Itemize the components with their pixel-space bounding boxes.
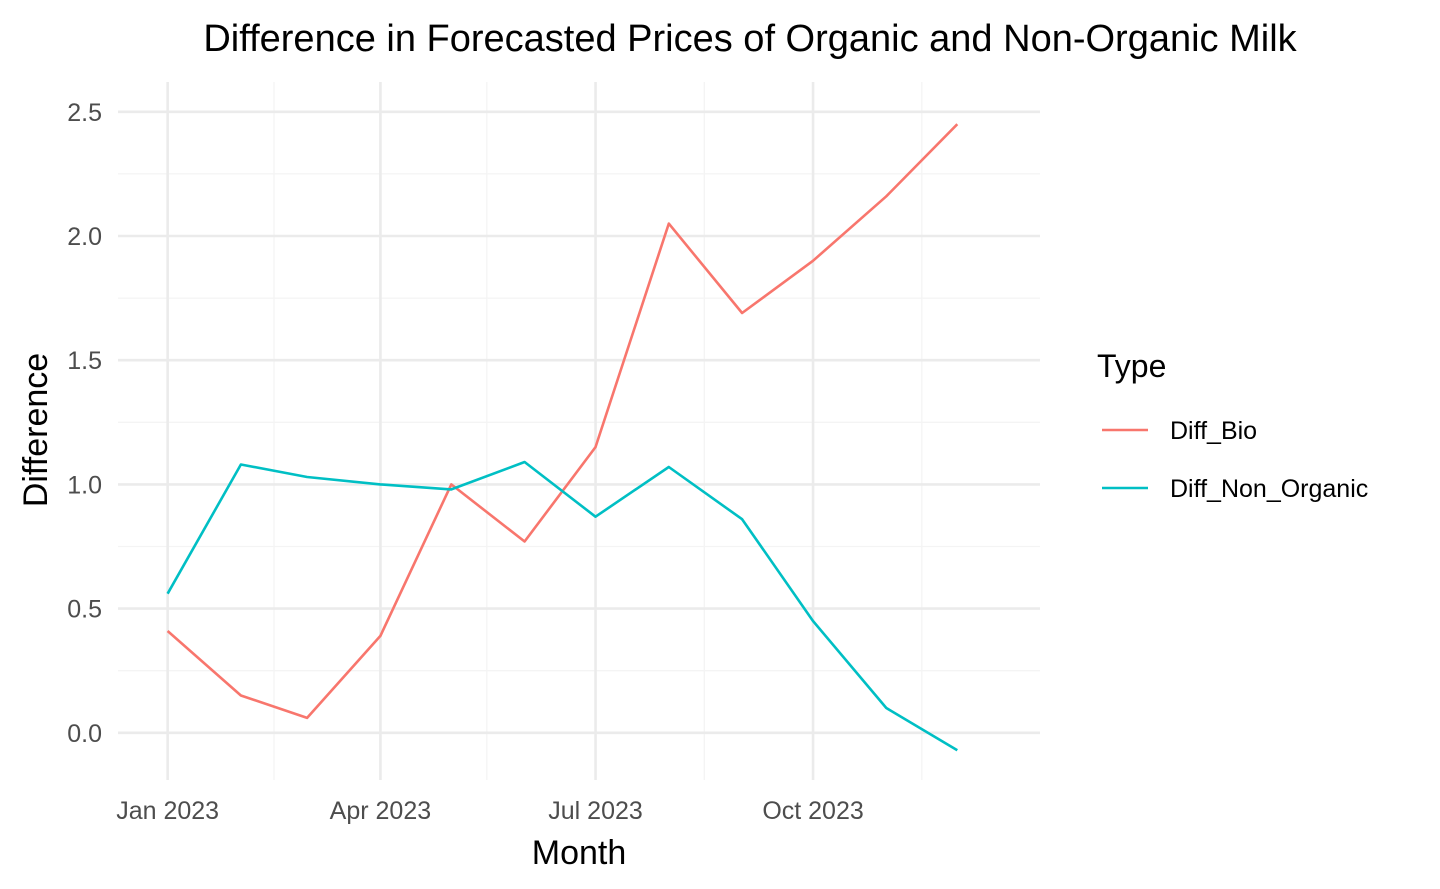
x-axis-title: Month — [532, 834, 627, 872]
x-tick-labels: Jan 2023 Apr 2023 Jul 2023 Oct 2023 — [116, 797, 864, 825]
y-tick-label: 2.0 — [67, 223, 102, 251]
y-tick-labels: 0.0 0.5 1.0 1.5 2.0 2.5 — [67, 99, 102, 748]
series-lines — [166, 123, 959, 752]
x-tick-label: Apr 2023 — [330, 797, 431, 825]
series-line-diff-non-organic — [166, 460, 958, 752]
x-tick-label: Jan 2023 — [116, 797, 219, 825]
legend-label-diff-non-organic: Diff_Non_Organic — [1170, 475, 1368, 503]
series-line-diff-bio — [166, 123, 959, 720]
grid — [118, 82, 1040, 780]
legend: Type Diff_Bio Diff_Non_Organic — [1097, 348, 1368, 503]
y-tick-label: 1.0 — [67, 471, 102, 499]
y-tick-label: 2.5 — [67, 99, 102, 127]
y-tick-label: 1.5 — [67, 347, 102, 375]
x-tick-label: Oct 2023 — [762, 797, 863, 825]
legend-title: Type — [1097, 348, 1166, 384]
legend-items: Diff_Bio Diff_Non_Organic — [1102, 417, 1368, 503]
legend-label-diff-bio: Diff_Bio — [1170, 417, 1257, 445]
chart-title: Difference in Forecasted Prices of Organ… — [203, 18, 1297, 60]
y-axis-title: Difference — [17, 353, 55, 507]
y-tick-label: 0.5 — [67, 596, 102, 624]
y-tick-label: 0.0 — [67, 720, 102, 748]
x-tick-label: Jul 2023 — [548, 797, 643, 825]
